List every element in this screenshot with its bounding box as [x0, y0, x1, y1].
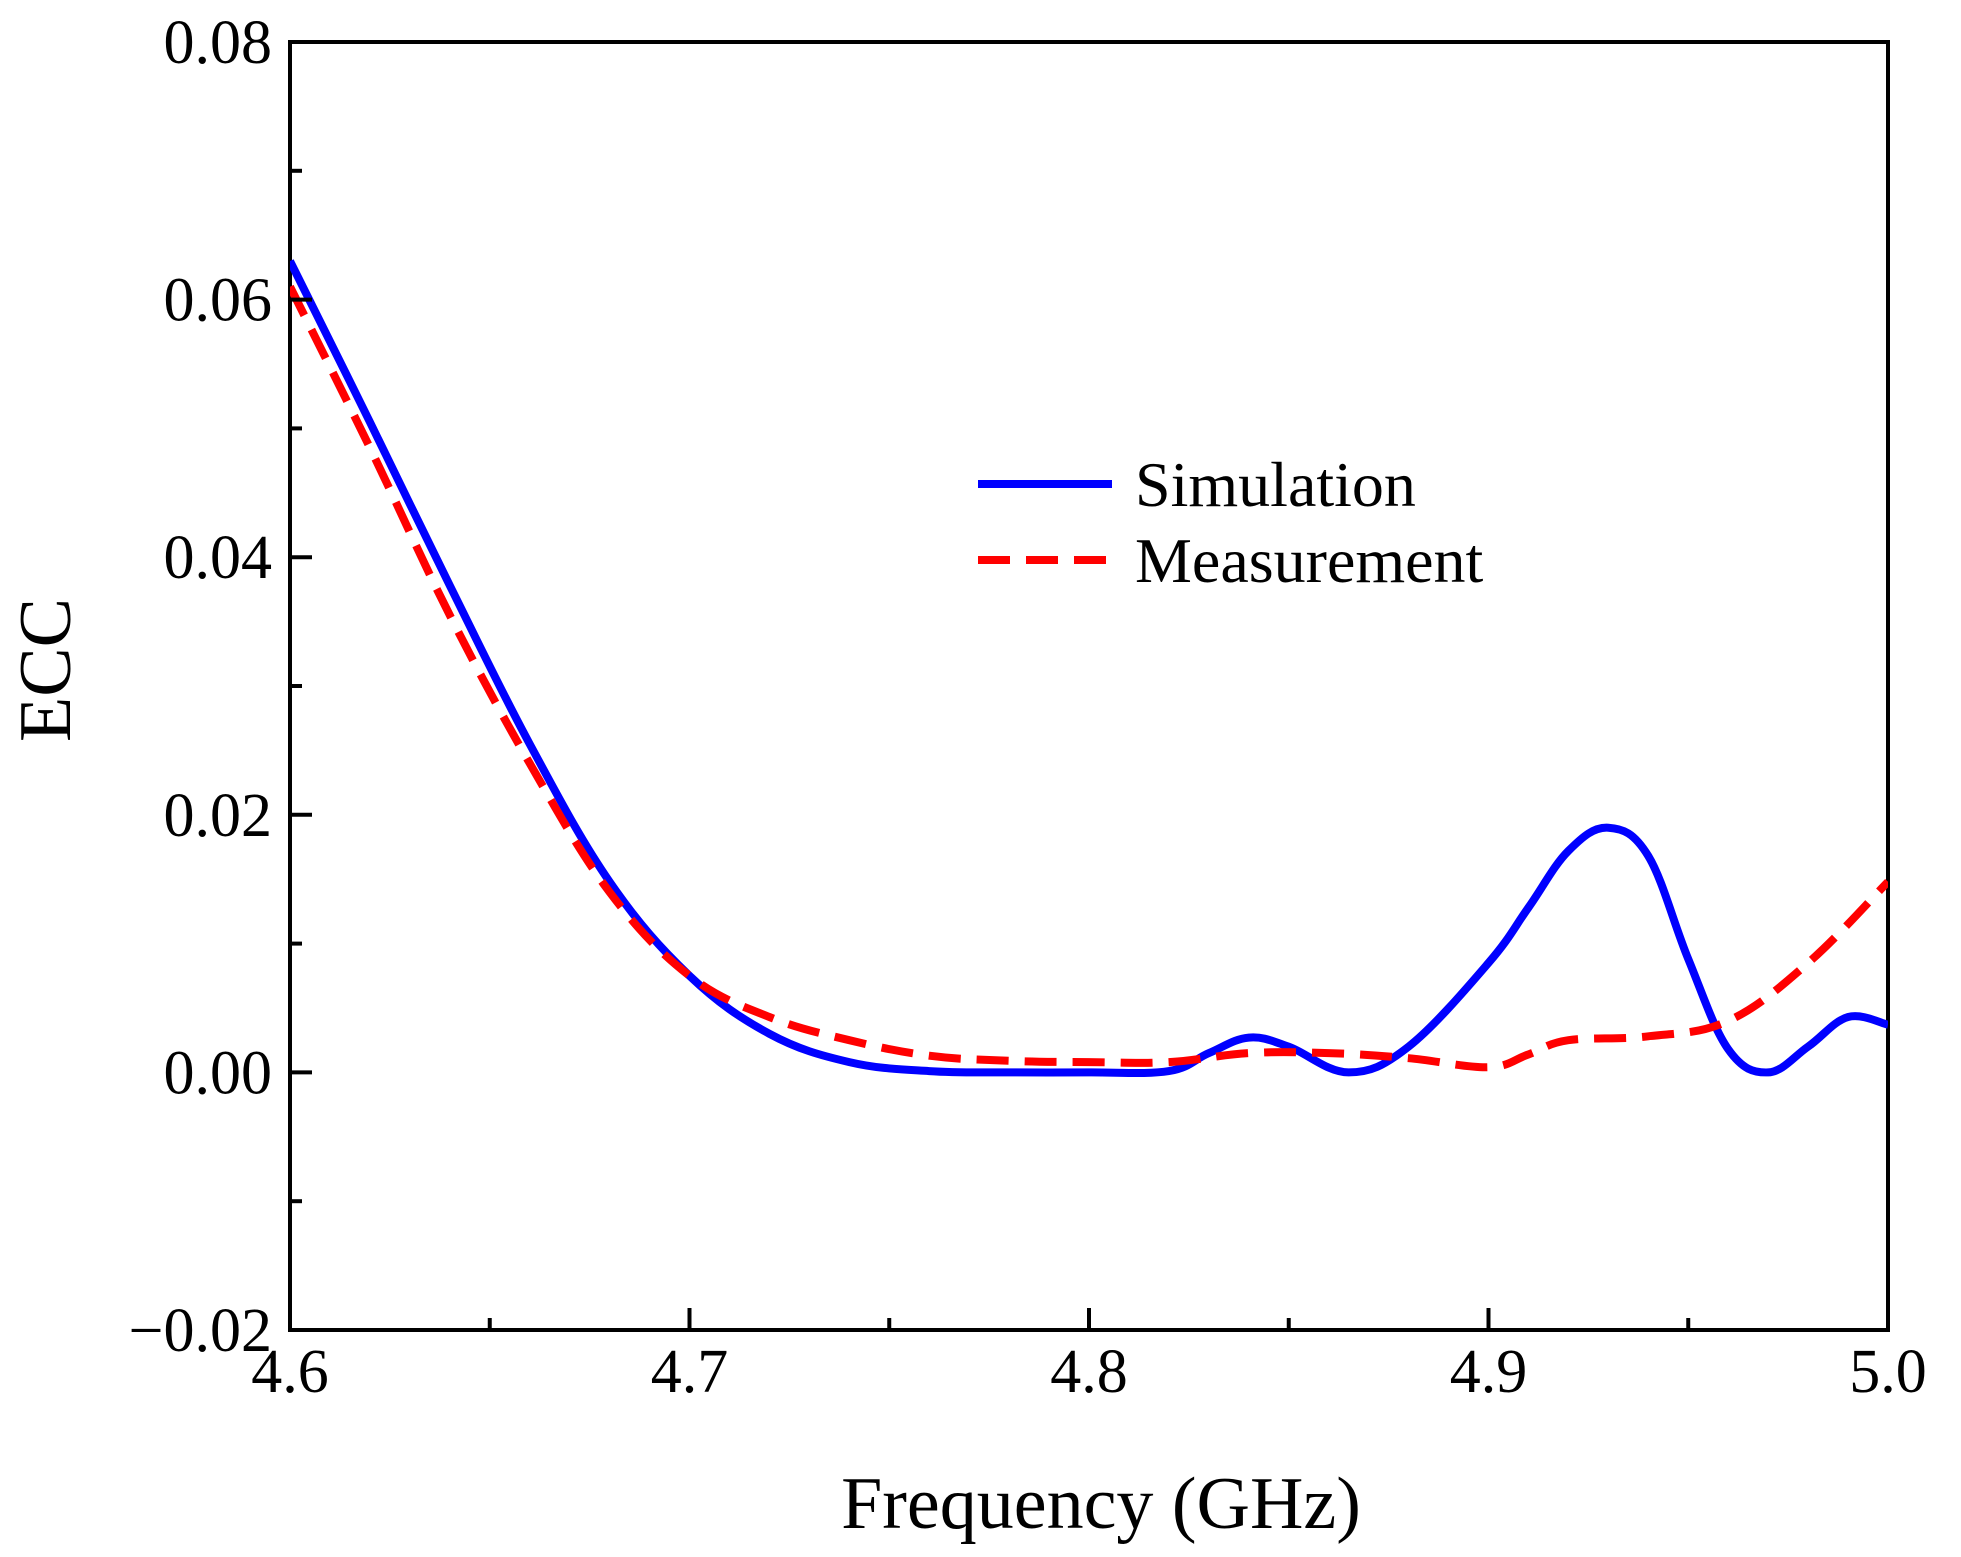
legend-label-measurement: Measurement [1135, 525, 1484, 596]
x-tick-label: 5.0 [1849, 1338, 1927, 1406]
y-axis-title: ECC [5, 598, 87, 742]
y-tick-label: −0.02 [129, 1297, 272, 1365]
y-tick-label: 0.04 [164, 524, 273, 592]
legend-label-simulation: Simulation [1135, 449, 1416, 520]
y-tick-label: 0.02 [164, 782, 273, 850]
y-tick-label: 0.08 [164, 9, 273, 77]
x-tick-label: 4.7 [651, 1338, 729, 1406]
series-line-simulation [290, 259, 1888, 1078]
series-line-measurement [290, 284, 1888, 1072]
x-axis-title: Frequency (GHz) [841, 1463, 1361, 1545]
y-tick-label: 0.00 [164, 1039, 273, 1107]
x-tick-label: 4.6 [251, 1338, 329, 1406]
plot-area-frame [288, 40, 1890, 1332]
x-tick-label: 4.9 [1450, 1338, 1528, 1406]
x-tick-label: 4.8 [1050, 1338, 1128, 1406]
y-tick-label: 0.06 [164, 267, 273, 335]
